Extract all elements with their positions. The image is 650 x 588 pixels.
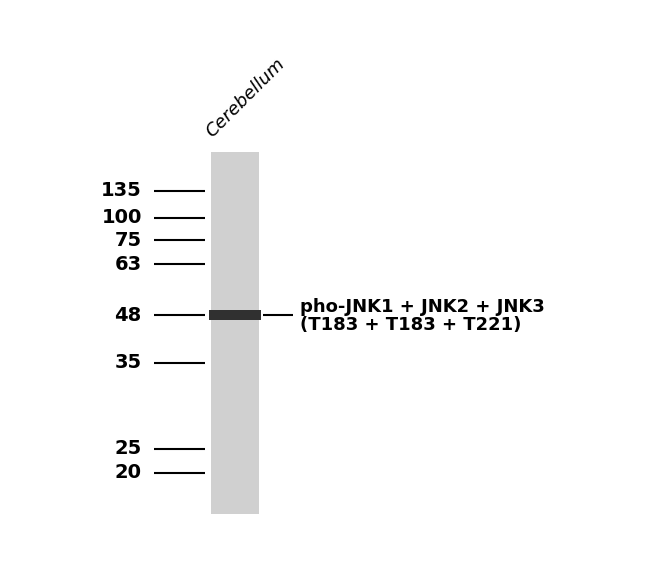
Bar <box>209 310 261 320</box>
Text: 48: 48 <box>114 306 142 325</box>
Bar <box>211 152 259 514</box>
Text: 20: 20 <box>114 463 142 482</box>
Text: pho-JNK1 + JNK2 + JNK3: pho-JNK1 + JNK2 + JNK3 <box>300 298 545 316</box>
Text: 75: 75 <box>114 231 142 250</box>
Text: 63: 63 <box>114 255 142 274</box>
Text: Cerebellum: Cerebellum <box>202 55 288 141</box>
Text: 100: 100 <box>101 208 142 227</box>
Text: 35: 35 <box>114 353 142 372</box>
Text: 135: 135 <box>101 181 142 200</box>
Text: 25: 25 <box>114 439 142 458</box>
Text: (T183 + T183 + T221): (T183 + T183 + T221) <box>300 316 522 334</box>
